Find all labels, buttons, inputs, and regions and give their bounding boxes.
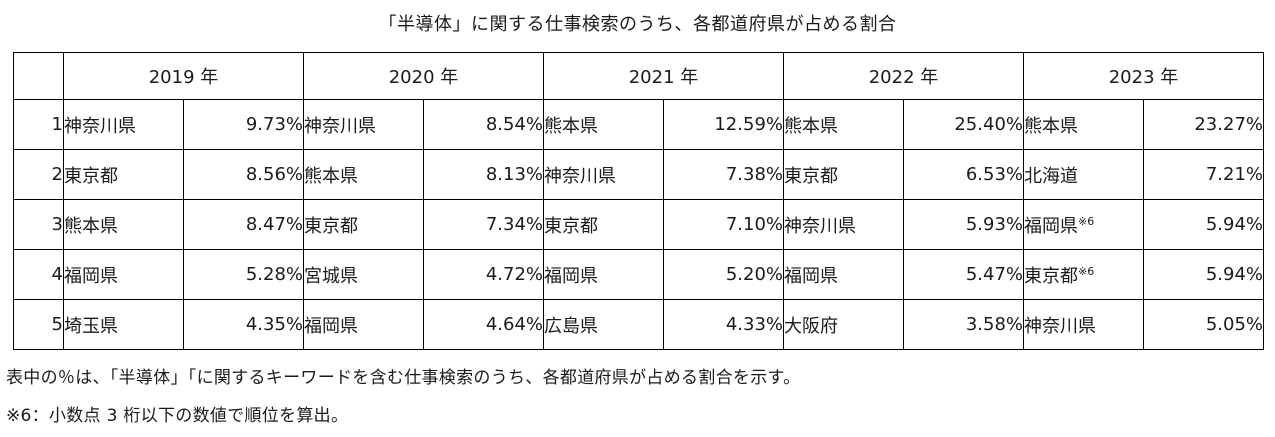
- share-value-cell: 25.40%: [903, 99, 1024, 150]
- prefecture-cell: 熊本県: [783, 99, 904, 150]
- share-value-cell: 5.47%: [903, 249, 1024, 300]
- share-value-cell: 4.64%: [423, 299, 544, 350]
- table-row: 1 神奈川県 9.73% 神奈川県 8.54% 熊本県 12.59% 熊本県 25.40% 熊本県…: [13, 99, 1264, 150]
- prefecture-cell: 福岡県: [303, 299, 424, 350]
- year-header-2019: 2019 年: [63, 52, 304, 100]
- prefecture-cell: 北海道: [1023, 149, 1144, 200]
- prefecture-cell: 広島県: [543, 299, 664, 350]
- year-header-2020: 2020 年: [303, 52, 544, 100]
- share-value-cell: 5.94%: [1143, 199, 1264, 250]
- share-value-cell: 8.56%: [183, 149, 304, 200]
- prefecture-cell: 神奈川県: [783, 199, 904, 250]
- prefecture-cell: 東京都: [303, 199, 424, 250]
- share-value-cell: 7.10%: [663, 199, 784, 250]
- prefecture-cell: 宮城県: [303, 249, 424, 300]
- prefecture-cell: 神奈川県: [63, 99, 184, 150]
- prefecture-cell: 神奈川県: [543, 149, 664, 200]
- share-value-cell: 23.27%: [1143, 99, 1264, 150]
- table-row: 3 熊本県 8.47% 東京都 7.34% 東京都 7.10% 神奈川県 5.93% 福岡県※6 5…: [13, 199, 1264, 250]
- prefecture-cell: 東京都: [543, 199, 664, 250]
- prefecture-cell: 福岡県: [543, 249, 664, 300]
- share-value-cell: 4.72%: [423, 249, 544, 300]
- share-value-cell: 8.54%: [423, 99, 544, 150]
- prefecture-cell: 埼玉県: [63, 299, 184, 350]
- year-header-2022: 2022 年: [783, 52, 1024, 100]
- rank-cell: 3: [13, 199, 64, 250]
- table-header-row: 2019 年 2020 年 2021 年 2022 年 2023 年: [13, 52, 1264, 100]
- rank-cell: 1: [13, 99, 64, 150]
- prefecture-cell: 東京都: [63, 149, 184, 200]
- rank-cell: 5: [13, 299, 64, 350]
- share-value-cell: 5.28%: [183, 249, 304, 300]
- prefecture-cell: 熊本県: [1023, 99, 1144, 150]
- share-value-cell: 4.33%: [663, 299, 784, 350]
- share-value-cell: 8.47%: [183, 199, 304, 250]
- prefecture-cell: 東京都: [783, 149, 904, 200]
- share-value-cell: 7.34%: [423, 199, 544, 250]
- prefecture-share-table: 2019 年 2020 年 2021 年 2022 年 2023 年 1 神奈川県…: [13, 52, 1264, 350]
- share-value-cell: 4.35%: [183, 299, 304, 350]
- share-value-cell: 5.20%: [663, 249, 784, 300]
- year-header-2023: 2023 年: [1023, 52, 1264, 100]
- share-value-cell: 7.21%: [1143, 149, 1264, 200]
- rank-cell: 4: [13, 249, 64, 300]
- share-value-cell: 9.73%: [183, 99, 304, 150]
- table-row: 5 埼玉県 4.35% 福岡県 4.64% 広島県 4.33% 大阪府 3.58% 神奈川県 5.0…: [13, 299, 1264, 350]
- table-row: 4 福岡県 5.28% 宮城県 4.72% 福岡県 5.20% 福岡県 5.47% 東京都※6 5.…: [13, 249, 1264, 300]
- prefecture-cell: 東京都※6: [1023, 249, 1144, 300]
- prefecture-cell: 大阪府: [783, 299, 904, 350]
- year-header-2021: 2021 年: [543, 52, 784, 100]
- table-body: 1 神奈川県 9.73% 神奈川県 8.54% 熊本県 12.59% 熊本県 25.40% 熊本県…: [13, 99, 1264, 350]
- page-title: 「半導体」に関する仕事検索のうち、各都道府県が占める割合: [378, 14, 897, 35]
- table-row: 2 東京都 8.56% 熊本県 8.13% 神奈川県 7.38% 東京都 6.53% 北海道 7.2…: [13, 149, 1264, 200]
- prefecture-cell: 福岡県: [783, 249, 904, 300]
- prefecture-cell: 熊本県: [63, 199, 184, 250]
- prefecture-cell: 熊本県: [303, 149, 424, 200]
- rank-header-cell: [13, 52, 64, 100]
- share-value-cell: 5.93%: [903, 199, 1024, 250]
- footnote-marker: ※6: [1078, 214, 1095, 228]
- prefecture-cell: 福岡県: [63, 249, 184, 300]
- footnote-marker: ※6: [1078, 264, 1095, 278]
- share-value-cell: 7.38%: [663, 149, 784, 200]
- share-value-cell: 5.94%: [1143, 249, 1264, 300]
- prefecture-cell: 福岡県※6: [1023, 199, 1144, 250]
- share-value-cell: 12.59%: [663, 99, 784, 150]
- footnote-percent-definition: 表中の％は、「半導体」「に関するキーワードを含む仕事検索のうち、各都道府県が占め…: [6, 368, 801, 388]
- share-value-cell: 6.53%: [903, 149, 1024, 200]
- prefecture-cell: 神奈川県: [303, 99, 424, 150]
- prefecture-cell: 熊本県: [543, 99, 664, 150]
- footnotes: 表中の％は、「半導体」「に関するキーワードを含む仕事検索のうち、各都道府県が占め…: [6, 367, 1275, 427]
- share-value-cell: 3.58%: [903, 299, 1024, 350]
- share-value-cell: 5.05%: [1143, 299, 1264, 350]
- rank-cell: 2: [13, 149, 64, 200]
- share-value-cell: 8.13%: [423, 149, 544, 200]
- footnote-rank-calculation: ※6：小数点 3 桁以下の数値で順位を算出。: [6, 406, 349, 426]
- prefecture-cell: 神奈川県: [1023, 299, 1144, 350]
